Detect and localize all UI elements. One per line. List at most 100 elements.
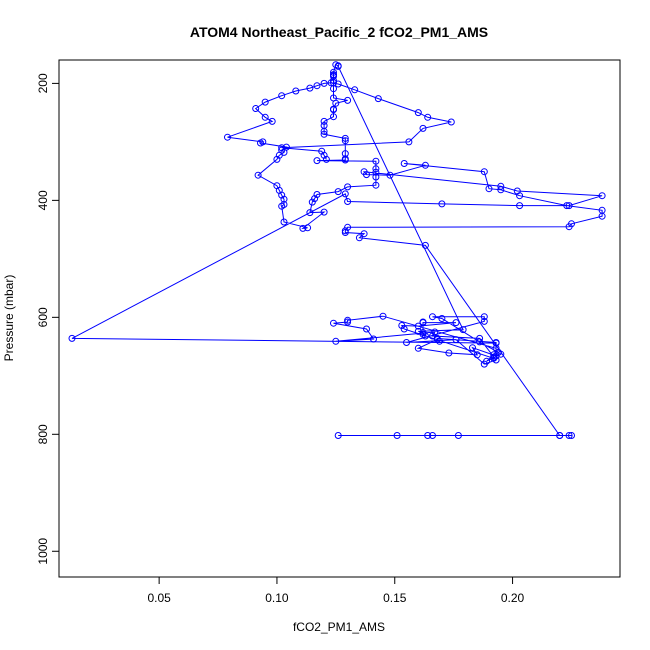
data-point [254,171,262,179]
data-point [513,187,521,195]
data-point [568,432,575,439]
data-point [459,326,467,334]
data-point [497,182,505,190]
plot-frame [58,59,621,578]
data-point [344,96,352,104]
data-point [454,432,462,439]
data-point [330,113,337,121]
data-point [344,318,352,326]
data-point [421,241,429,249]
data-point [280,201,288,208]
data-point [330,319,337,327]
data-point [429,432,436,439]
data-point [332,337,340,345]
data-point [322,155,330,163]
data-point [320,79,328,87]
series-line [71,64,603,436]
data-point [598,192,606,200]
data-point [68,334,76,342]
data-point [480,313,488,321]
data-point [360,230,368,238]
data-point [445,349,453,357]
data-point [320,130,328,138]
data-point [419,124,427,132]
data-point [306,209,314,217]
data-point [280,218,288,226]
y-tick-label: 600 [36,307,50,327]
data-point [334,188,342,196]
data-point [313,157,321,165]
x-tick-label: 0.05 [147,591,171,605]
data-point [341,227,349,235]
data-point [431,328,439,336]
data-point [306,84,314,92]
data-point [480,168,488,176]
data-point [304,224,312,232]
data-point [341,137,349,145]
data-point [278,92,286,100]
data-point [447,118,455,126]
data-point [311,195,319,203]
data-point [320,151,328,159]
data-point [414,322,422,330]
data-point [341,134,349,142]
data-point [421,332,429,340]
data-point [261,113,269,121]
data-point [224,133,231,141]
y-axis-label: Pressure (mbar) [2,275,16,362]
data-point [351,86,359,94]
data-point [485,185,493,193]
data-point [332,99,340,107]
data-point [330,85,337,93]
data-point [363,325,370,333]
data-point [372,181,380,189]
data-point [259,138,267,146]
data-point [330,106,337,114]
data-point [414,344,422,352]
data-point [598,206,606,214]
data-point [565,432,573,439]
data-point [429,313,436,321]
x-axis-label: fCO2_PM1_AMS [293,620,385,634]
data-point [414,109,422,117]
data-point [330,68,337,76]
data-point [372,165,380,173]
x-tick-label: 0.20 [501,591,525,605]
data-point [497,186,505,194]
data-point [273,182,281,190]
data-point [330,77,337,84]
x-tick-label: 0.15 [383,591,407,605]
data-point [292,87,300,95]
y-axis: 200 400 600 800 1000 [36,73,59,565]
data-point [344,183,352,191]
data-point [419,329,427,336]
data-point [308,198,316,206]
data-point [386,171,394,179]
data-point [419,318,427,326]
data-point [278,144,286,152]
data-point [374,95,382,103]
series-layer [68,61,606,439]
data-point [320,127,328,135]
x-tick-label: 0.10 [265,591,289,605]
data-point [563,202,571,210]
data-point [268,117,276,125]
data-point [370,335,377,343]
data-point [452,336,460,344]
data-point [556,432,564,439]
y-tick-label: 200 [36,73,50,93]
data-point [400,160,408,167]
data-point [320,208,328,216]
data-point [516,202,524,210]
data-point [282,143,290,151]
data-point [299,224,307,232]
data-point [252,105,260,112]
y-tick-label: 400 [36,190,50,210]
data-point [490,351,498,359]
y-tick-label: 1000 [36,538,50,565]
data-point [473,351,481,359]
y-tick-label: 800 [36,424,50,444]
data-point [565,202,573,210]
data-point [483,357,491,365]
data-point [344,223,352,231]
